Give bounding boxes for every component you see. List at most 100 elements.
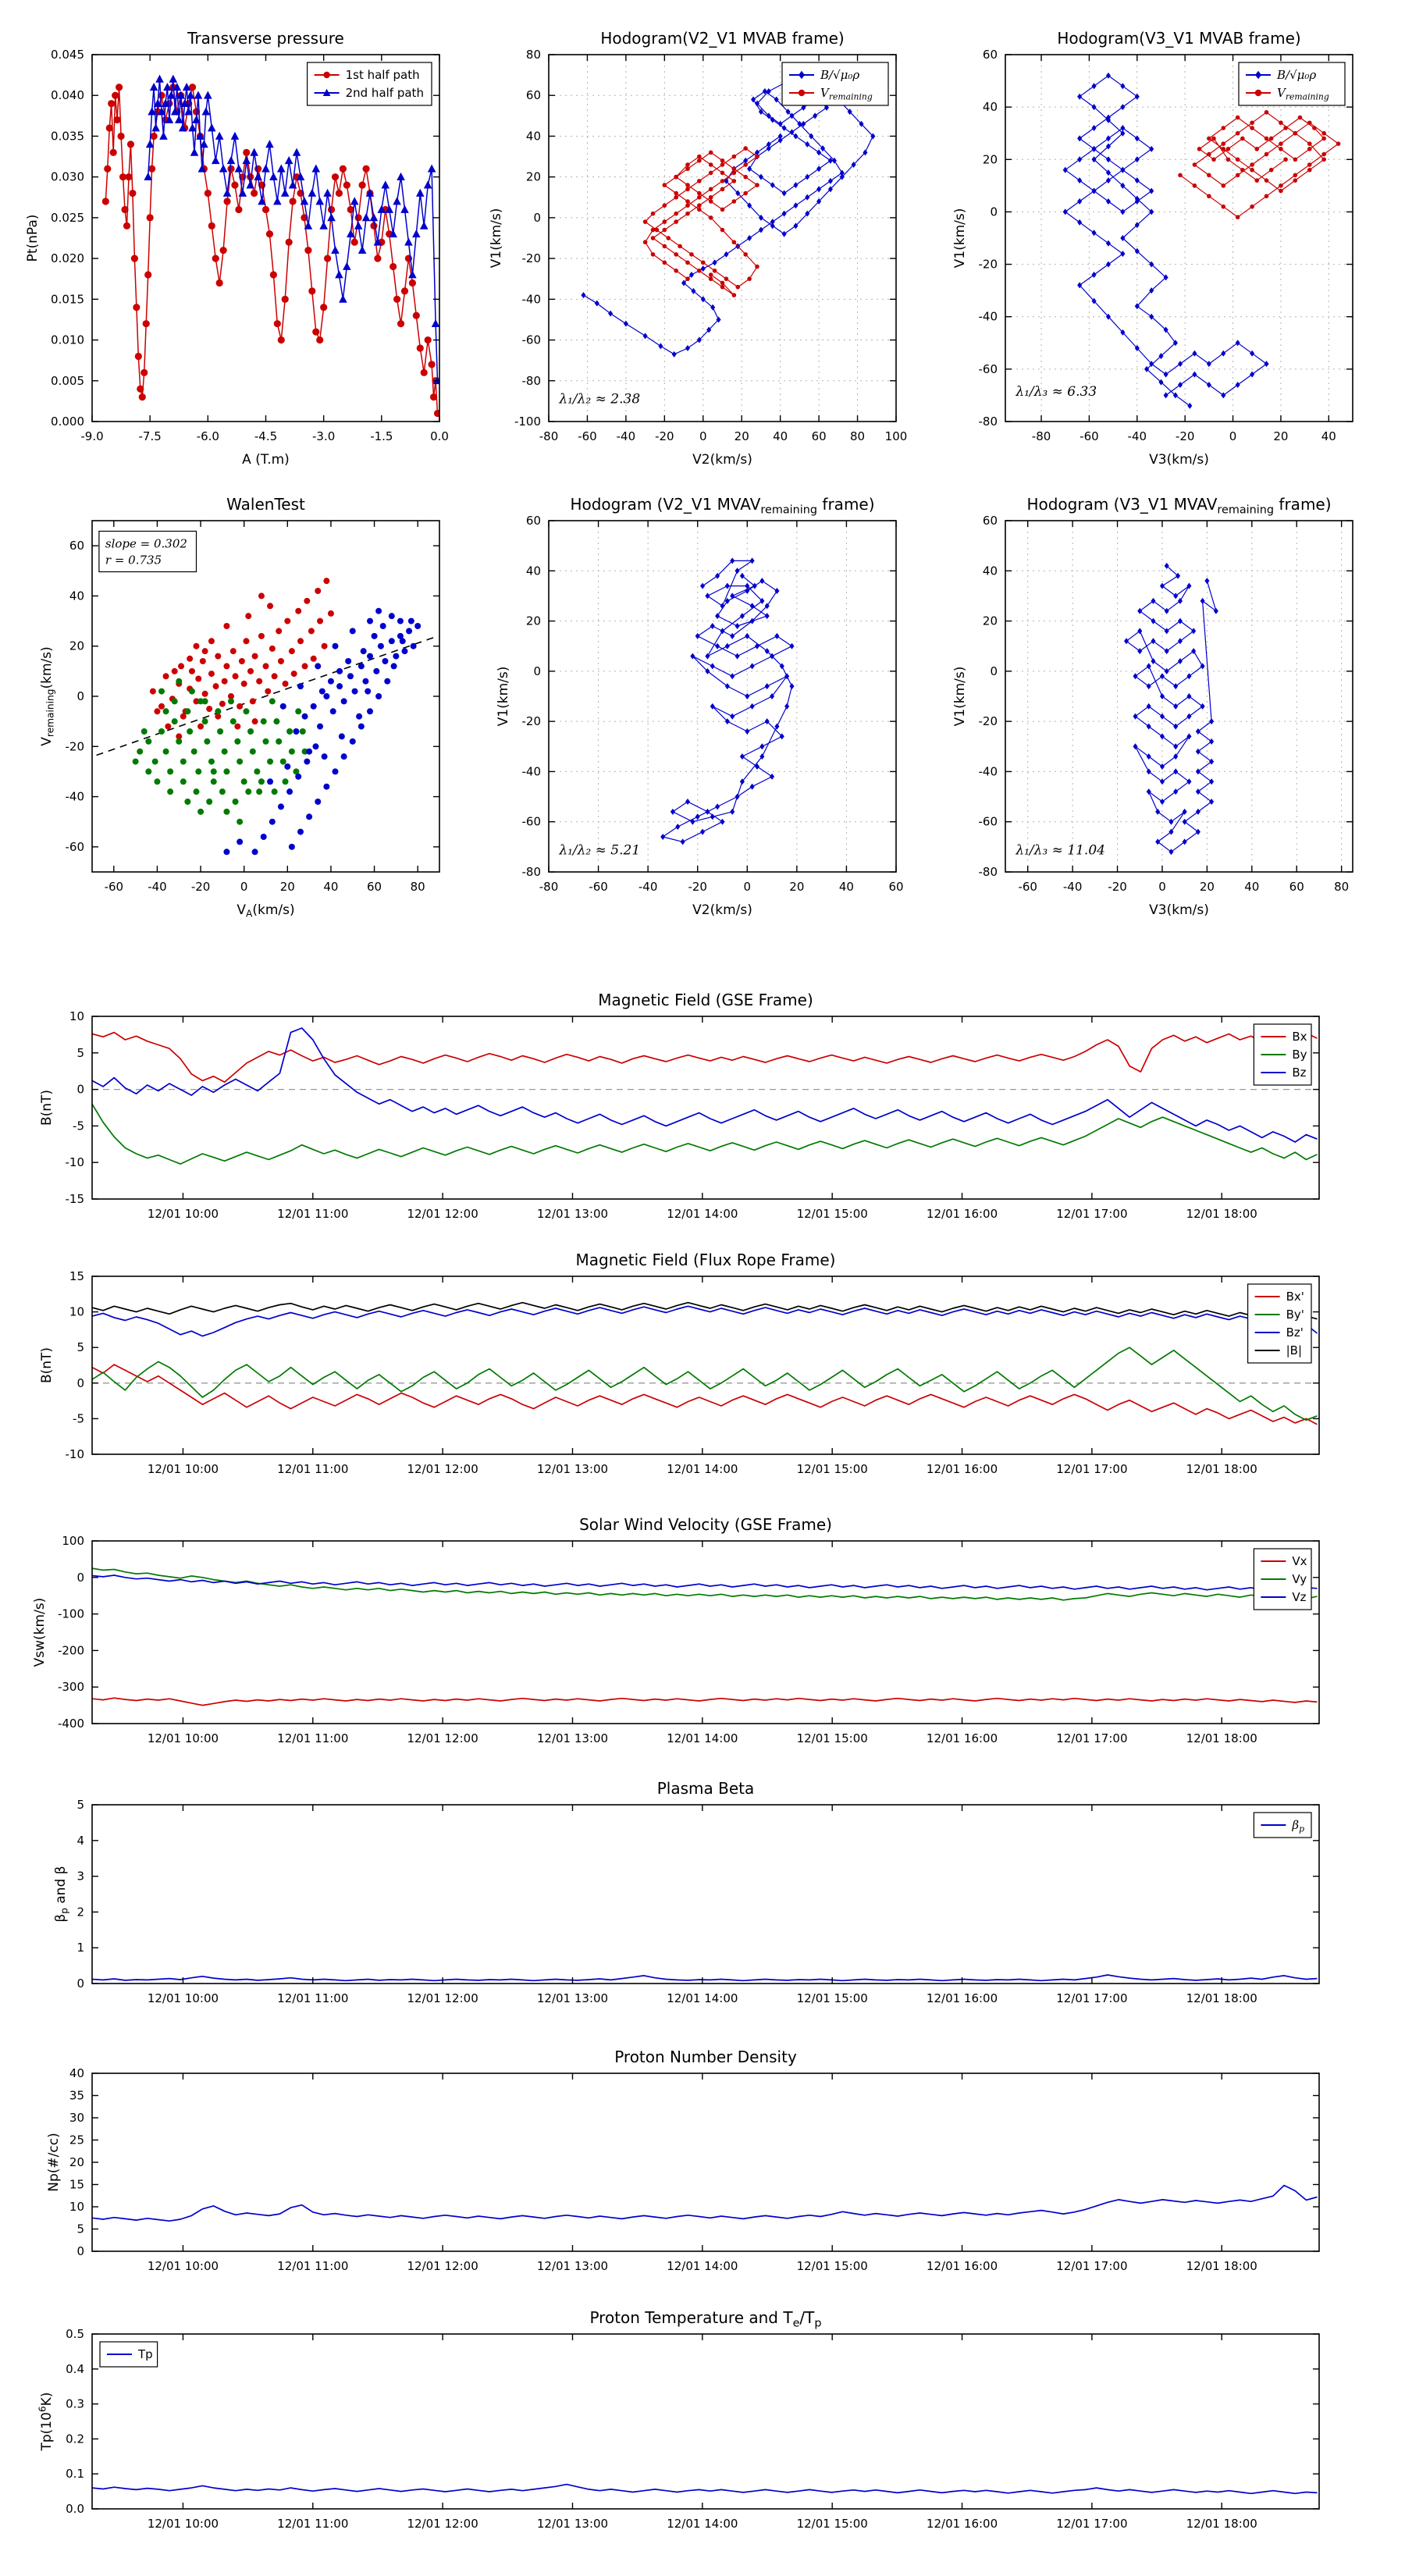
y-tick-label: -200 xyxy=(58,1643,84,1657)
x-tick-label: 12/01 12:00 xyxy=(407,1731,478,1745)
x-tick-label: -40 xyxy=(638,880,658,894)
x-tick-label: 12/01 10:00 xyxy=(148,1462,219,1476)
x-tick-label: 80 xyxy=(850,429,865,443)
y-tick-label: 20 xyxy=(69,2155,84,2169)
svg-text:Bx': Bx' xyxy=(1286,1290,1304,1304)
y-tick-label: 35 xyxy=(69,2089,84,2103)
y-tick-label: 40 xyxy=(69,589,84,603)
y-tick-label: -60 xyxy=(522,815,542,829)
x-tick-label: 12/01 17:00 xyxy=(1056,2259,1127,2273)
x-tick-label: -20 xyxy=(191,880,211,894)
b_fr-ylabel: B(nT) xyxy=(39,1347,55,1383)
x-tick-label: 40 xyxy=(1244,880,1259,894)
y-tick-label: 0 xyxy=(990,664,998,678)
y-tick-label: 0.1 xyxy=(66,2467,84,2481)
x-tick-label: 12/01 10:00 xyxy=(148,2517,219,2531)
y-tick-label: -60 xyxy=(979,815,998,829)
x-tick-label: -40 xyxy=(617,429,636,443)
x-tick-label: 12/01 12:00 xyxy=(407,1991,478,2005)
y-tick-label: 2 xyxy=(76,1905,84,1919)
x-tick-label: 12/01 17:00 xyxy=(1056,1462,1127,1476)
pressure-xlabel: A (T.m) xyxy=(242,452,290,468)
hod2-xlabel: V2(km/s) xyxy=(692,452,752,468)
y-tick-label: 0.030 xyxy=(51,170,84,184)
x-tick-label: 12/01 15:00 xyxy=(797,1207,868,1221)
walen-title: WalenTest xyxy=(226,495,305,514)
annotation: λ₁/λ₃ ≈ 6.33 xyxy=(1015,384,1097,400)
x-tick-label: 12/01 17:00 xyxy=(1056,1991,1127,2005)
y-tick-label: -100 xyxy=(514,415,541,429)
y-tick-label: -80 xyxy=(522,865,542,879)
y-tick-label: 10 xyxy=(69,2200,84,2214)
x-tick-label: 40 xyxy=(839,880,854,894)
y-tick-label: -60 xyxy=(979,362,998,376)
x-tick-label: 12/01 16:00 xyxy=(927,1731,998,1745)
x-tick-label: 12/01 15:00 xyxy=(797,2517,868,2531)
y-tick-label: 0 xyxy=(76,1083,84,1097)
x-tick-label: 0 xyxy=(699,429,707,443)
hod2-title: Hodogram(V2_V1 MVAB frame) xyxy=(600,29,844,48)
x-tick-label: 12/01 13:00 xyxy=(537,1991,608,2005)
x-tick-label: 12/01 18:00 xyxy=(1186,1731,1257,1745)
b_fr-title: Magnetic Field (Flux Rope Frame) xyxy=(576,1251,836,1269)
y-tick-label: 5 xyxy=(76,2222,84,2236)
x-tick-label: -80 xyxy=(539,880,559,894)
y-tick-label: -20 xyxy=(66,739,85,753)
tp-legend: Tp xyxy=(99,2341,158,2368)
x-tick-label: -40 xyxy=(1128,429,1147,443)
y-tick-label: -10 xyxy=(66,1447,85,1461)
b_gse-legend: Bx By Bz xyxy=(1253,1023,1312,1086)
x-tick-label: 12/01 18:00 xyxy=(1186,2259,1257,2273)
x-tick-label: 40 xyxy=(1321,429,1336,443)
x-tick-label: 12/01 16:00 xyxy=(927,2259,998,2273)
y-tick-label: -60 xyxy=(66,840,85,854)
x-tick-label: 12/01 15:00 xyxy=(797,2259,868,2273)
y-tick-label: 5 xyxy=(76,1046,84,1060)
y-tick-label: 0.035 xyxy=(51,129,84,143)
x-tick-label: 12/01 11:00 xyxy=(277,1991,348,2005)
x-tick-label: 12/01 12:00 xyxy=(407,1207,478,1221)
x-tick-label: 12/01 10:00 xyxy=(148,1991,219,2005)
b_fr-legend: Bx' By' Bz' |B| xyxy=(1247,1283,1312,1364)
np-ylabel: Np(#/cc) xyxy=(46,2133,62,2191)
x-tick-label: 12/01 13:00 xyxy=(537,1731,608,1745)
y-tick-label: -40 xyxy=(979,764,998,778)
walen-xlabel: VA(km/s) xyxy=(237,902,294,920)
y-tick-label: 100 xyxy=(62,1534,84,1548)
x-tick-label: -4.5 xyxy=(254,429,277,443)
hod3-legend: B/√μ₀ρ Vremaining xyxy=(1238,62,1346,106)
x-tick-label: -6.0 xyxy=(197,429,219,443)
hod3-ylabel: V1(km/s) xyxy=(952,208,968,269)
x-tick-label: 12/01 18:00 xyxy=(1186,1462,1257,1476)
x-tick-label: 0 xyxy=(744,880,752,894)
tp-ylabel: Tp(106K) xyxy=(37,2393,55,2452)
x-tick-label: 12/01 18:00 xyxy=(1186,1991,1257,2005)
svg-text:Bz': Bz' xyxy=(1286,1325,1304,1340)
x-tick-label: 0 xyxy=(1229,429,1237,443)
y-tick-label: 0.045 xyxy=(51,48,84,62)
x-tick-label: 20 xyxy=(280,880,295,894)
svg-text:1st half path: 1st half path xyxy=(346,68,420,82)
x-tick-label: 12/01 13:00 xyxy=(537,2517,608,2531)
y-tick-label: 0 xyxy=(990,205,998,219)
x-tick-label: 12/01 11:00 xyxy=(277,1462,348,1476)
y-tick-label: 40 xyxy=(983,100,998,114)
y-tick-label: 0.0 xyxy=(66,2502,84,2516)
x-tick-label: -40 xyxy=(1063,880,1083,894)
x-tick-label: -80 xyxy=(539,429,559,443)
hod6-ylabel: V1(km/s) xyxy=(952,667,968,727)
svg-text:|B|: |B| xyxy=(1286,1343,1302,1357)
x-tick-label: -3.0 xyxy=(312,429,335,443)
x-tick-label: 20 xyxy=(735,429,749,443)
svg-text:Vy: Vy xyxy=(1292,1572,1307,1586)
y-tick-label: -20 xyxy=(979,258,998,272)
x-tick-label: 0.0 xyxy=(430,429,449,443)
x-tick-label: 12/01 11:00 xyxy=(277,2517,348,2531)
y-tick-label: 40 xyxy=(526,564,541,578)
y-tick-label: 4 xyxy=(76,1834,84,1848)
x-tick-label: 60 xyxy=(888,880,903,894)
x-tick-label: 0 xyxy=(1158,880,1166,894)
chart-vsw: 12/01 10:00 12/01 11:00 12/01 12:00 12/01 1… xyxy=(32,1515,1320,1745)
annotation-line: r = 0.735 xyxy=(105,553,162,568)
